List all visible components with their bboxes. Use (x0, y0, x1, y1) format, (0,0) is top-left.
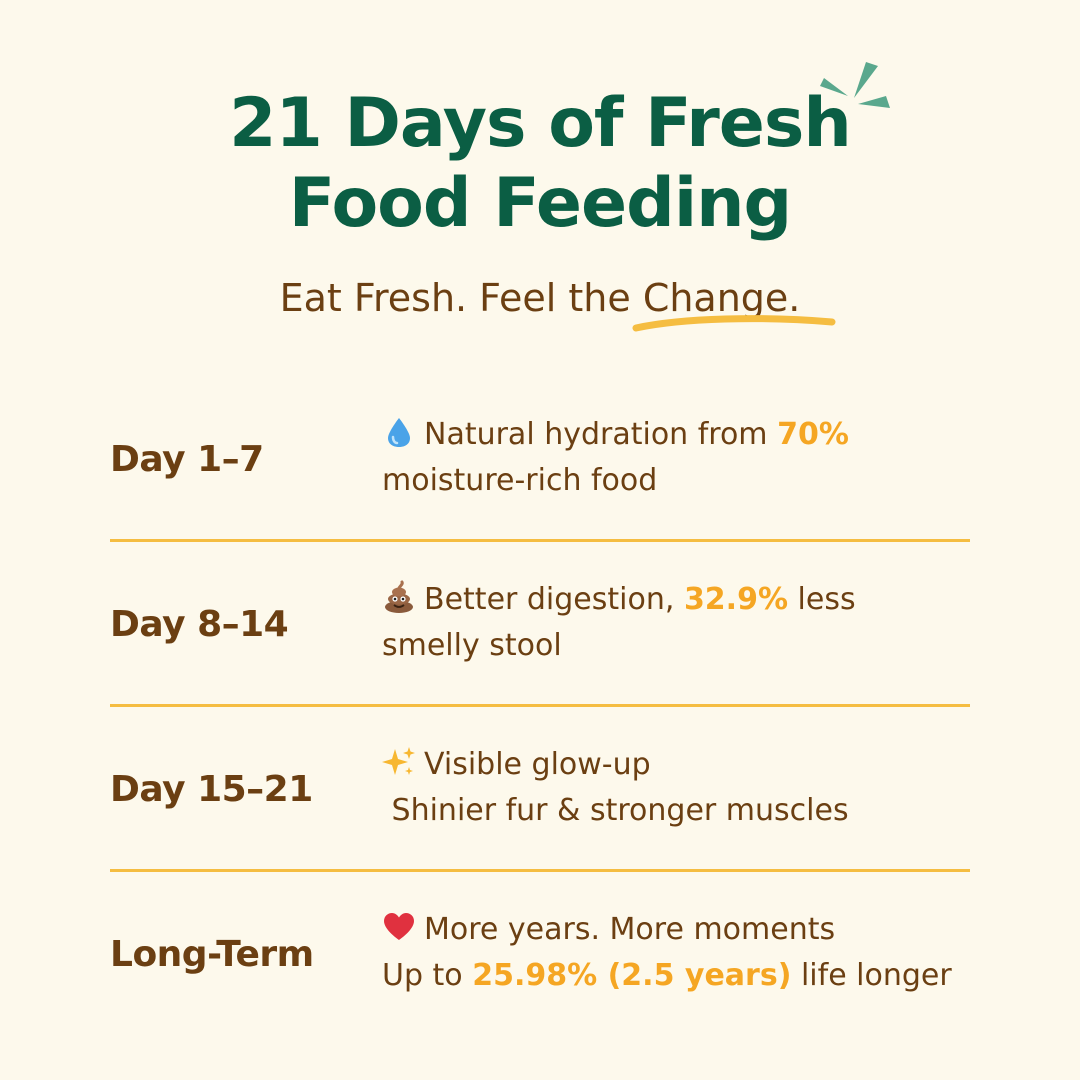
line-2-text: Up to (382, 958, 473, 993)
description-line-2: Shinier fur & stronger muscles (382, 788, 849, 834)
timeline-row-day-8-14: Day 8–14 Better digestion, 32.9% less sm… (110, 575, 970, 685)
heart-icon (384, 913, 414, 940)
title-line-1: 21 Days of Fresh (229, 84, 852, 163)
sparkles-icon (382, 747, 415, 775)
page-title: 21 Days of Fresh Food Feeding (0, 84, 1080, 244)
line-1-highlight: 32.9% (683, 582, 789, 617)
row-day-label: Long-Term (110, 934, 314, 975)
row-description: Visible glow-up Shinier fur & stronger m… (382, 742, 849, 834)
description-line-1: Visible glow-up (382, 742, 849, 788)
poop-icon (385, 580, 413, 613)
timeline-row-day-15-21: Day 15–21 Visible glow-up Shinier fur & … (110, 740, 970, 850)
line-2-text-after: life longer (791, 958, 952, 993)
water-drop-icon (388, 418, 410, 447)
row-divider (110, 704, 970, 707)
line-1-highlight: 70% (777, 417, 849, 452)
row-description: More years. More moments Up to 25.98% (2… (382, 907, 952, 999)
row-description: Better digestion, 32.9% less smelly stoo… (382, 577, 856, 669)
line-1-text: Better digestion, (424, 582, 684, 617)
line-2-highlight: 25.98% (2.5 years) (472, 958, 792, 993)
subtitle-lead: Eat Fresh. Feel the (279, 276, 643, 320)
line-2-text: smelly stool (382, 628, 562, 663)
line-2-text: moisture-rich food (382, 463, 658, 498)
row-description: Natural hydration from 70% moisture-rich… (382, 412, 849, 504)
description-line-1: More years. More moments (382, 907, 952, 953)
description-line-1: Better digestion, 32.9% less (382, 577, 856, 623)
line-1-text: More years. More moments (424, 912, 836, 947)
timeline-row-long-term: Long-Term More years. More moments Up to… (110, 905, 970, 1015)
description-line-2: smelly stool (382, 623, 856, 669)
title-line-2: Food Feeding (288, 164, 792, 243)
row-divider (110, 539, 970, 542)
sparkle-accent-icon (820, 62, 890, 108)
line-1-text: Visible glow-up (424, 747, 651, 782)
description-line-1: Natural hydration from 70% (382, 412, 849, 458)
line-2-text: Shinier fur & stronger muscles (382, 793, 849, 828)
row-day-label: Day 8–14 (110, 604, 289, 645)
subtitle-highlight: Change. (642, 276, 801, 320)
timeline-row-day-1-7: Day 1–7 Natural hydration from 70% moist… (110, 410, 970, 520)
description-line-2: moisture-rich food (382, 458, 849, 504)
row-day-label: Day 1–7 (110, 439, 264, 480)
brush-underline-icon (632, 315, 836, 332)
description-line-2: Up to 25.98% (2.5 years) life longer (382, 953, 952, 999)
row-divider (110, 869, 970, 872)
line-1-text-after: less (788, 582, 856, 617)
row-day-label: Day 15–21 (110, 769, 313, 810)
subtitle: Eat Fresh. Feel the Change. (0, 270, 1080, 326)
line-1-text: Natural hydration from (424, 417, 778, 452)
